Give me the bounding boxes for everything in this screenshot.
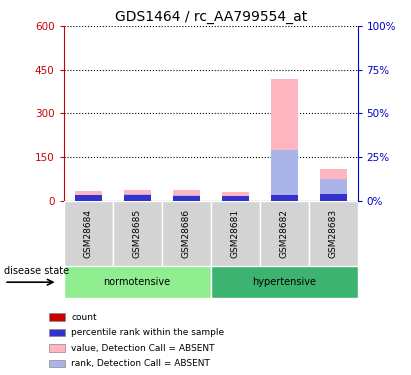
Text: GSM28683: GSM28683 xyxy=(328,209,337,258)
Text: percentile rank within the sample: percentile rank within the sample xyxy=(72,328,224,337)
Bar xyxy=(260,201,309,266)
Bar xyxy=(162,201,211,266)
Bar xyxy=(49,314,65,321)
Bar xyxy=(173,190,200,201)
Text: hypertensive: hypertensive xyxy=(252,277,316,287)
Title: GDS1464 / rc_AA799554_at: GDS1464 / rc_AA799554_at xyxy=(115,10,307,24)
Bar xyxy=(75,195,102,201)
Text: count: count xyxy=(72,313,97,322)
Text: GSM28682: GSM28682 xyxy=(279,209,289,258)
Bar xyxy=(75,198,102,201)
Bar xyxy=(211,266,358,298)
Bar xyxy=(49,329,65,336)
Bar xyxy=(270,150,298,201)
Text: rank, Detection Call = ABSENT: rank, Detection Call = ABSENT xyxy=(72,359,210,368)
Bar xyxy=(173,195,200,201)
Text: disease state: disease state xyxy=(4,266,69,276)
Bar xyxy=(270,198,298,201)
Bar xyxy=(320,194,346,201)
Bar xyxy=(320,198,346,201)
Text: normotensive: normotensive xyxy=(104,277,171,287)
Bar xyxy=(124,195,151,201)
Text: GSM28684: GSM28684 xyxy=(84,209,93,258)
Bar xyxy=(222,192,249,201)
Bar xyxy=(320,179,346,201)
Bar xyxy=(49,360,65,367)
Bar xyxy=(309,201,358,266)
Bar xyxy=(222,199,249,201)
Bar xyxy=(124,194,151,201)
Text: value, Detection Call = ABSENT: value, Detection Call = ABSENT xyxy=(72,344,215,352)
Bar xyxy=(222,196,249,201)
Bar xyxy=(211,201,260,266)
Bar xyxy=(75,191,102,201)
Bar xyxy=(270,79,298,201)
Bar xyxy=(222,196,249,201)
Bar xyxy=(270,195,298,201)
Text: GSM28685: GSM28685 xyxy=(133,209,142,258)
Bar xyxy=(113,201,162,266)
Bar xyxy=(124,190,151,201)
Bar xyxy=(320,169,346,201)
Bar xyxy=(173,199,200,201)
Text: GSM28686: GSM28686 xyxy=(182,209,191,258)
Bar xyxy=(49,344,65,352)
Bar xyxy=(64,266,210,298)
Bar xyxy=(124,198,151,201)
Bar xyxy=(173,196,200,201)
Text: GSM28681: GSM28681 xyxy=(231,209,240,258)
Bar xyxy=(75,195,102,201)
Bar xyxy=(64,201,113,266)
